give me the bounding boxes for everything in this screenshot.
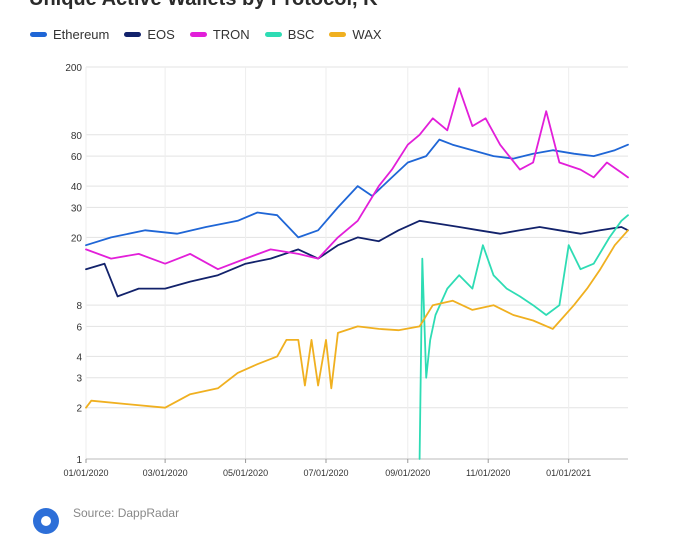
legend-swatch-tron xyxy=(189,32,207,37)
dappradar-logo-icon xyxy=(33,508,59,534)
x-tick-label: 01/01/2020 xyxy=(63,468,108,478)
legend-label-ethereum: Ethereum xyxy=(53,27,110,42)
series-line-tron xyxy=(85,87,629,271)
source-note: Source: DappRadar xyxy=(73,506,180,520)
grid-lines xyxy=(85,66,628,460)
legend-label-wax: WAX xyxy=(352,27,382,42)
x-axis-ticks: 01/01/2020 03/01/2020 05/01/2020 07/01/2020… xyxy=(63,459,591,478)
y-tick-label: 80 xyxy=(71,131,83,142)
y-tick-label: 30 xyxy=(71,203,83,214)
y-tick-label: 4 xyxy=(76,352,82,363)
series-line-ethereum xyxy=(85,138,629,247)
y-tick-label: 40 xyxy=(71,182,83,193)
chart-footer: Source: DappRadar xyxy=(33,500,180,534)
line-chart: 1 2 3 4 6 8 20 30 40 60 80 200 01/01/2020 03/01/2020… xyxy=(63,63,629,478)
y-axis-ticks: 1 2 3 4 6 8 20 30 40 60 80 200 xyxy=(65,63,82,466)
x-tick-label: 05/01/2020 xyxy=(223,468,268,478)
legend-label-eos: EOS xyxy=(147,27,175,42)
series-line-eos xyxy=(85,219,629,298)
series-lines xyxy=(85,87,629,460)
y-tick-label: 20 xyxy=(71,233,83,244)
y-tick-label: 6 xyxy=(76,322,82,333)
x-tick-label: 03/01/2020 xyxy=(143,468,188,478)
x-tick-label: 01/01/2021 xyxy=(546,468,591,478)
legend-swatch-bsc xyxy=(264,32,282,37)
y-tick-label: 1 xyxy=(76,455,82,466)
legend-swatch-ethereum xyxy=(30,32,47,37)
legend-label-bsc: BSC xyxy=(287,27,315,42)
legend-label-tron: TRON xyxy=(212,27,250,42)
y-tick-label: 2 xyxy=(76,404,82,415)
legend-item-tron[interactable]: TRON xyxy=(189,27,250,42)
legend-swatch-wax xyxy=(329,32,347,37)
legend-item-eos[interactable]: EOS xyxy=(124,27,175,42)
legend-swatch-eos xyxy=(124,32,142,37)
x-tick-label: 11/01/2020 xyxy=(466,468,510,478)
series-line-wax xyxy=(85,229,629,409)
y-tick-label: 3 xyxy=(76,374,82,385)
y-tick-label: 60 xyxy=(71,152,83,163)
series-line-bsc xyxy=(418,214,629,460)
legend-item-bsc[interactable]: BSC xyxy=(264,27,315,42)
x-tick-label: 09/01/2020 xyxy=(385,468,430,478)
legend-item-wax[interactable]: WAX xyxy=(329,27,382,42)
x-tick-label: 07/01/2020 xyxy=(303,468,348,478)
y-tick-label: 8 xyxy=(76,301,82,312)
chart-title: Unique Active Wallets by Protocol, K xyxy=(29,0,378,11)
y-tick-label: 200 xyxy=(65,63,82,74)
chart-legend: Ethereum EOS TRON BSC WAX xyxy=(30,27,397,42)
legend-item-ethereum[interactable]: Ethereum xyxy=(30,27,109,42)
